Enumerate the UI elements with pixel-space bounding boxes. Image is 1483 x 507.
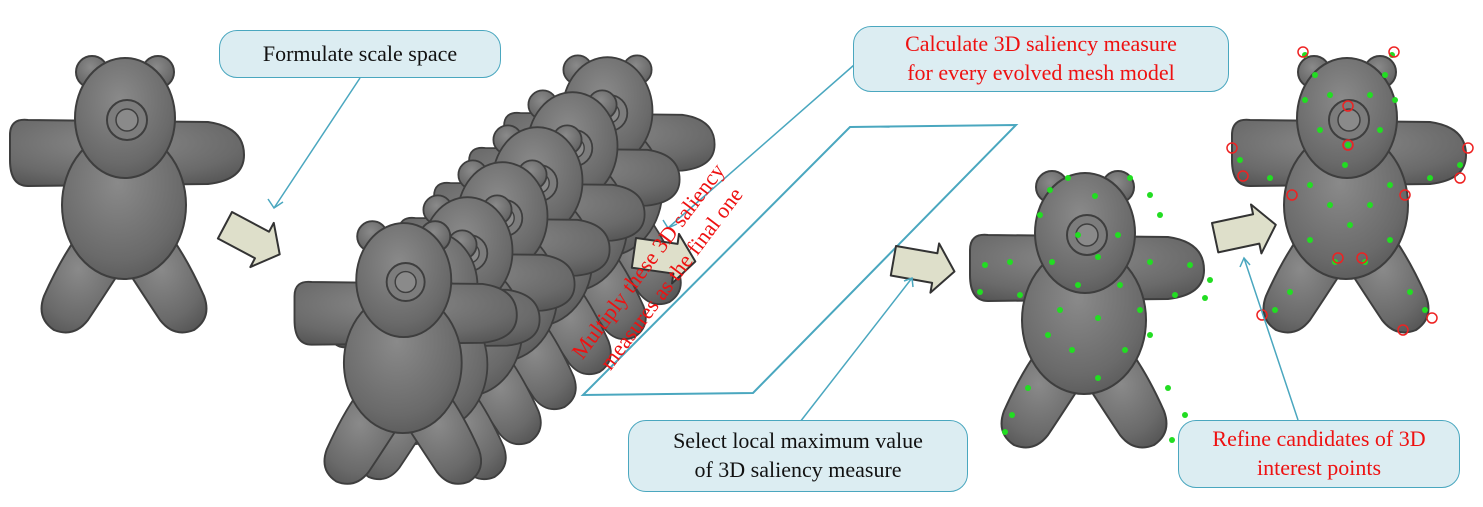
candidate-points-model xyxy=(969,170,1205,449)
original-mesh-model xyxy=(9,55,245,334)
callout-refine-line1: Refine candidates of 3D xyxy=(1212,426,1426,452)
callout-local-max-line2: of 3D saliency measure xyxy=(694,457,902,482)
pointer-lines xyxy=(267,57,1299,423)
callout-refine: Refine candidates of 3D interest points xyxy=(1178,420,1460,488)
candidate-points xyxy=(977,175,1213,443)
callout-scale-space: Formulate scale space xyxy=(219,30,501,78)
step-arrow-3 xyxy=(888,235,960,298)
callout-saliency-line1: Calculate 3D saliency measure xyxy=(905,31,1177,57)
step-arrow-1 xyxy=(212,202,293,278)
callout-saliency-line2: for every evolved mesh model xyxy=(907,60,1175,85)
refined-markers xyxy=(1226,46,1474,336)
callout-local-max: Select local maximum value of 3D salienc… xyxy=(628,420,968,492)
callout-refine-line2: interest points xyxy=(1256,455,1382,480)
callout-scale-space-text: Formulate scale space xyxy=(262,40,458,66)
multiply-parallelogram xyxy=(580,123,1019,397)
step-arrow-4 xyxy=(1208,199,1282,264)
callout-saliency: Calculate 3D saliency measure for every … xyxy=(853,26,1229,92)
callout-local-max-line1: Select local maximum value xyxy=(673,428,923,454)
refined-points-model xyxy=(1231,55,1467,334)
